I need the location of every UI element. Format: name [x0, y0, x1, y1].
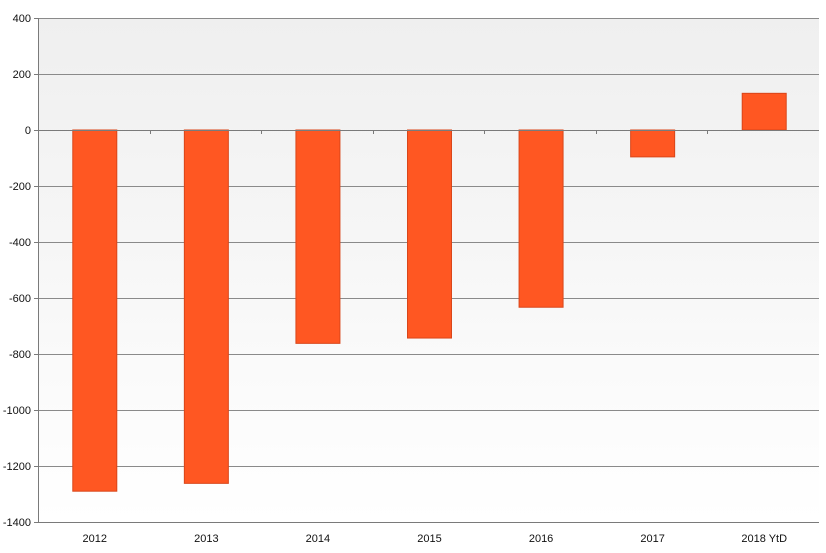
y-tick-label: -1200: [3, 461, 31, 473]
x-tick-label: 2012: [83, 533, 107, 545]
x-axis-ticks: 2012 2013 2014 2015 2016 2017 2018 YtD: [38, 130, 819, 545]
bar-2015: [407, 129, 452, 339]
y-tick-label: -200: [9, 181, 31, 193]
x-tick-label: 2017: [640, 533, 664, 545]
bar-2014: [295, 129, 341, 344]
bar-2013: [183, 129, 229, 484]
y-tick-label: 200: [13, 69, 31, 81]
y-tick-label: -600: [9, 293, 31, 305]
y-axis-ticks: 400 200 0 -200 -400 -600 -800 -1000 -1200 -1400: [3, 13, 38, 529]
x-tick-label: 2016: [529, 533, 553, 545]
y-tick-label: 0: [25, 125, 31, 137]
y-tick-label: -400: [9, 237, 31, 249]
bar-2018-ytd: [741, 92, 787, 131]
bar-2017: [630, 129, 676, 158]
x-tick-label: 2014: [306, 533, 330, 545]
bar-2016: [518, 129, 564, 308]
x-tick-label: 2013: [194, 533, 218, 545]
y-tick-label: -1400: [3, 517, 31, 529]
bar-2012: [72, 129, 118, 492]
x-tick-label: 2015: [417, 533, 441, 545]
y-tick-label: -800: [9, 349, 31, 361]
y-tick-label: -1000: [3, 405, 31, 417]
bars: [72, 92, 787, 492]
y-tick-label: 400: [13, 13, 31, 25]
x-tick-label: 2018 YtD: [741, 533, 787, 545]
